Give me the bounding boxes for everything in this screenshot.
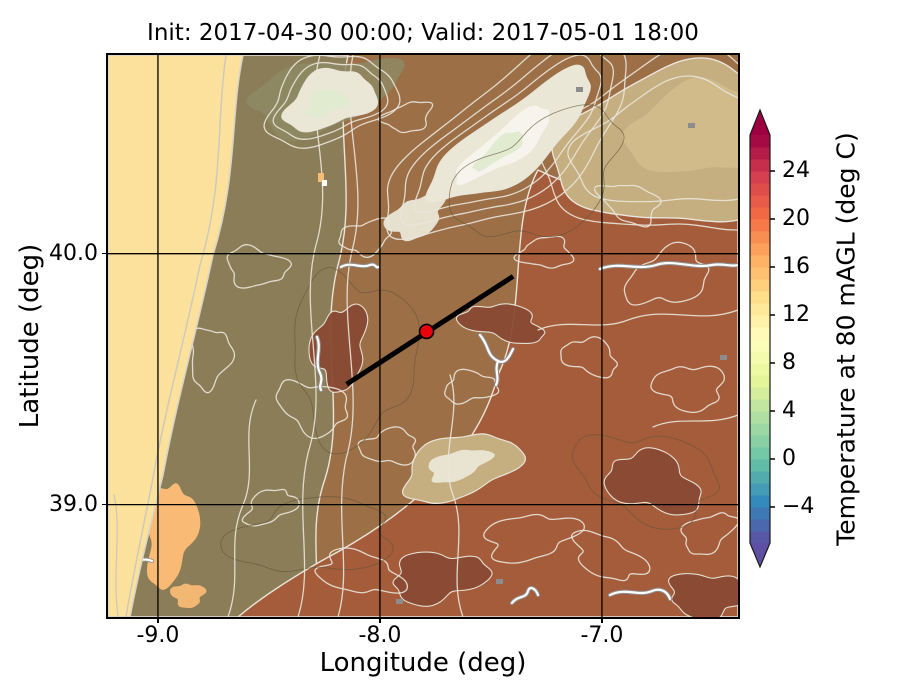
y-tick-label: 39.0 xyxy=(49,491,98,517)
colorbar-over-arrow xyxy=(750,110,770,135)
colorbar-tick-label: 16 xyxy=(782,254,810,279)
colorbar-label: Temperature at 80 mAGL (deg C) xyxy=(831,132,861,546)
map-overlay xyxy=(108,55,738,617)
x-tick-label: -9.0 xyxy=(136,623,180,648)
map-plot-area xyxy=(106,53,740,619)
colorbar-tick-label: 4 xyxy=(782,398,796,423)
colorbar-tick-label: 12 xyxy=(782,302,810,327)
station-marker xyxy=(418,323,435,340)
y-tick-label: 40.0 xyxy=(49,240,98,266)
map-terrain xyxy=(108,55,738,617)
x-tick-label: -7.0 xyxy=(580,623,624,648)
plot-title: Init: 2017-04-30 00:00; Valid: 2017-05-0… xyxy=(147,20,699,46)
colorbar-tick-label: 24 xyxy=(782,158,810,183)
colorbar-under-arrow xyxy=(750,543,770,567)
x-tick-label: -8.0 xyxy=(358,623,402,648)
y-axis-label: Latitude (deg) xyxy=(15,243,45,429)
x-axis-label: Longitude (deg) xyxy=(319,648,527,678)
colorbar-tick-label: −4 xyxy=(782,494,815,519)
x-tick-mark xyxy=(601,617,603,623)
x-tick-mark xyxy=(379,617,381,623)
y-tick-mark xyxy=(102,252,108,255)
colorbar-tick-label: 8 xyxy=(782,350,796,375)
colorbar-tick-label: 0 xyxy=(782,446,796,471)
colorbar xyxy=(749,108,775,569)
colorbar-tick-label: 20 xyxy=(782,206,810,231)
x-tick-mark xyxy=(157,617,159,623)
y-tick-mark xyxy=(102,503,108,506)
